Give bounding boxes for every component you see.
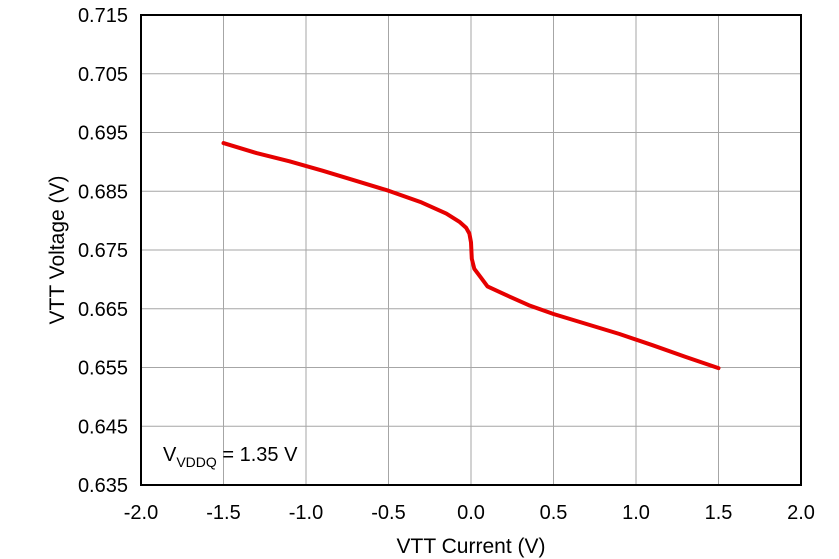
- x-axis-title: VTT Current (V): [397, 535, 546, 558]
- annotation-subscript: VDDQ: [176, 454, 217, 470]
- y-tick-label: 0.665: [78, 299, 128, 321]
- x-tick-label: 2.0: [787, 502, 815, 524]
- y-tick-labels: 0.715 0.705 0.695 0.685 0.675 0.665 0.655 0.645…: [78, 5, 128, 497]
- vddq-annotation: VVDDQ = 1.35 V: [163, 444, 298, 470]
- annotation-v: V: [163, 444, 177, 466]
- x-tick-label: 0.5: [540, 502, 568, 524]
- x-tick-label: 0.0: [457, 502, 485, 524]
- x-tick-label: 1.0: [622, 502, 650, 524]
- x-tick-label: -2.0: [124, 502, 158, 524]
- annotation-value: = 1.35 V: [217, 444, 298, 466]
- y-tick-label: 0.715: [78, 5, 128, 27]
- y-tick-label: 0.705: [78, 64, 128, 86]
- x-tick-label: -1.5: [206, 502, 240, 524]
- x-tick-label: 1.5: [705, 502, 733, 524]
- y-tick-label: 0.635: [78, 475, 128, 497]
- x-tick-label: -1.0: [289, 502, 323, 524]
- vtt-series-line: [221, 141, 721, 371]
- y-tick-label: 0.645: [78, 416, 128, 438]
- x-tick-label: -0.5: [371, 502, 405, 524]
- y-tick-label: 0.695: [78, 123, 128, 145]
- y-tick-label: 0.675: [78, 240, 128, 262]
- gridlines: [141, 15, 801, 485]
- y-axis-title: VTT Voltage (V): [46, 175, 69, 324]
- plot-area-border: [140, 14, 802, 486]
- series-group: [221, 141, 721, 371]
- y-tick-label: 0.685: [78, 181, 128, 203]
- y-tick-label: 0.655: [78, 358, 128, 380]
- x-tick-labels: -2.0 -1.5 -1.0 -0.5 0.0 0.5 1.0 1.5 2.0: [124, 502, 815, 524]
